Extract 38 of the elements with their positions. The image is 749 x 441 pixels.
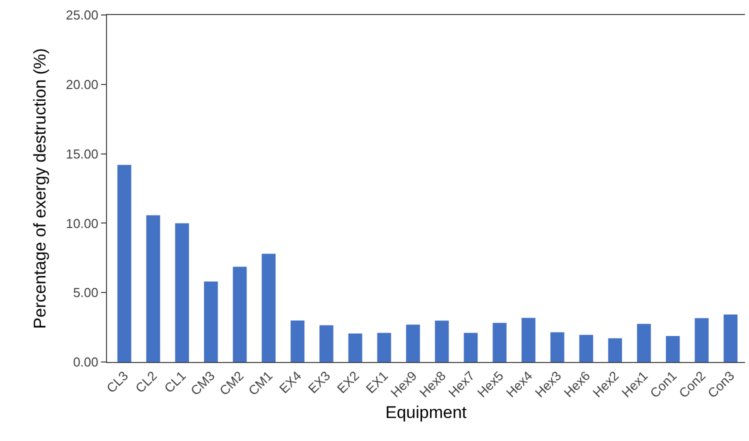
x-tick-label: EX3 [305, 368, 334, 396]
bar [694, 318, 709, 362]
bar [319, 325, 334, 362]
bar [117, 164, 132, 362]
bar [348, 334, 362, 362]
y-tick-label: 5.00 [73, 285, 98, 300]
y-tick-label: 20.00 [66, 76, 98, 92]
x-tick-label: CM1 [245, 368, 276, 398]
bar [579, 334, 594, 362]
bar [406, 324, 420, 362]
bar [377, 332, 392, 362]
bar [637, 324, 651, 362]
bar [522, 318, 536, 362]
y-tick-label: 15.00 [66, 146, 98, 162]
y-tick-label: 0.00 [73, 354, 98, 370]
x-tick-label: CL1 [161, 368, 189, 396]
x-axis-title: Equipment [385, 403, 467, 422]
bar [434, 320, 449, 362]
x-tick-label: EX1 [362, 368, 391, 396]
x-tick-label: EX2 [334, 368, 362, 396]
x-tick-label: CL3 [104, 368, 132, 396]
bar [550, 332, 564, 362]
bar [146, 215, 160, 362]
bar [262, 254, 276, 362]
bar [724, 314, 738, 362]
bar [232, 266, 247, 362]
y-axis-title: Percentage of exergy destruction (%) [30, 48, 50, 329]
bar [204, 282, 218, 362]
bar [175, 223, 189, 362]
y-tick-label: 25.00 [66, 8, 98, 23]
bar [464, 332, 478, 362]
x-tick-label: EX4 [276, 368, 304, 396]
bar [290, 320, 304, 362]
y-tick-label: 10.00 [66, 216, 98, 231]
bar [492, 322, 507, 362]
x-tick-label: CL2 [132, 368, 160, 396]
bar [608, 338, 622, 362]
bar [666, 336, 680, 362]
